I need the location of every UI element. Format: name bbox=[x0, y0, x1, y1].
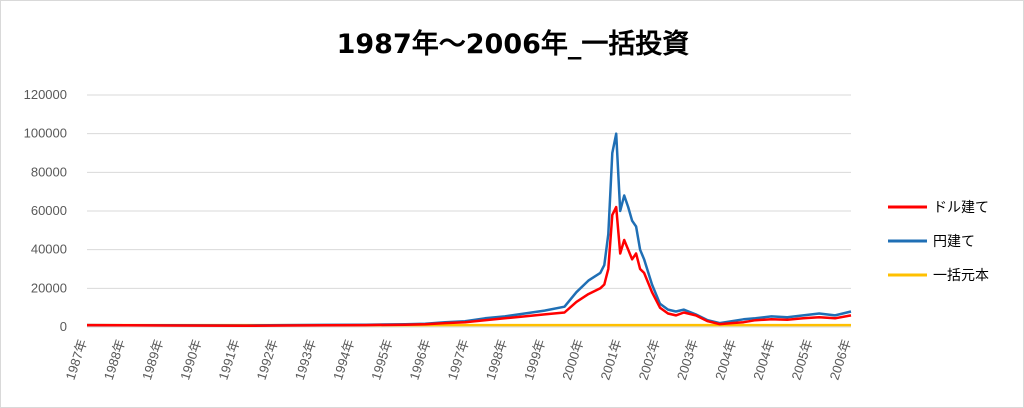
x-tick-label: 1990年 bbox=[177, 337, 204, 382]
x-tick-label: 2006年 bbox=[827, 337, 854, 382]
x-axis-ticks: 1987年 1988年 1989年 1990年 1991年 1992年 1993年 1994年… bbox=[63, 337, 854, 382]
gridlines bbox=[87, 94, 851, 328]
x-tick-label: 1991年 bbox=[215, 337, 242, 382]
y-tick-label: 80000 bbox=[31, 164, 67, 179]
x-tick-label: 2004年 bbox=[712, 337, 739, 382]
y-tick-label: 40000 bbox=[31, 242, 67, 257]
legend-label: 円建て bbox=[933, 234, 975, 250]
x-tick-label: 2005年 bbox=[788, 337, 815, 382]
series-line bbox=[86, 205, 852, 328]
legend-label: 一括元本 bbox=[933, 268, 989, 284]
x-tick-label: 2003年 bbox=[674, 337, 701, 382]
y-tick-label: 0 bbox=[60, 319, 67, 334]
x-tick-label: 1988年 bbox=[101, 337, 128, 382]
x-tick-label: 1998年 bbox=[483, 337, 510, 382]
series-line bbox=[86, 132, 852, 327]
series-lines bbox=[86, 132, 852, 328]
x-tick-label: 1994年 bbox=[330, 337, 357, 382]
y-tick-label: 120000 bbox=[24, 87, 67, 102]
x-tick-label: 2002年 bbox=[636, 337, 663, 382]
x-tick-label: 1996年 bbox=[406, 337, 433, 382]
x-tick-label: 1995年 bbox=[368, 337, 395, 382]
x-tick-label: 1987年 bbox=[63, 337, 90, 382]
x-tick-label: 1993年 bbox=[292, 337, 319, 382]
x-tick-label: 1999年 bbox=[521, 337, 548, 382]
legend-label: ドル建て bbox=[933, 200, 989, 216]
chart-title: 1987年～2006年_一括投資 bbox=[337, 28, 690, 60]
y-axis-ticks: 0 20000 40000 60000 80000 100000 120000 bbox=[24, 87, 67, 334]
x-tick-label: 2001年 bbox=[597, 337, 624, 382]
x-tick-label: 1992年 bbox=[254, 337, 281, 382]
y-tick-label: 20000 bbox=[31, 280, 67, 295]
x-tick-label: 2000年 bbox=[559, 337, 586, 382]
y-tick-label: 60000 bbox=[31, 203, 67, 218]
x-tick-label: 1997年 bbox=[445, 337, 472, 382]
x-tick-label: 2004年 bbox=[750, 337, 777, 382]
x-tick-label: 1989年 bbox=[139, 337, 166, 382]
y-tick-label: 100000 bbox=[24, 126, 67, 141]
